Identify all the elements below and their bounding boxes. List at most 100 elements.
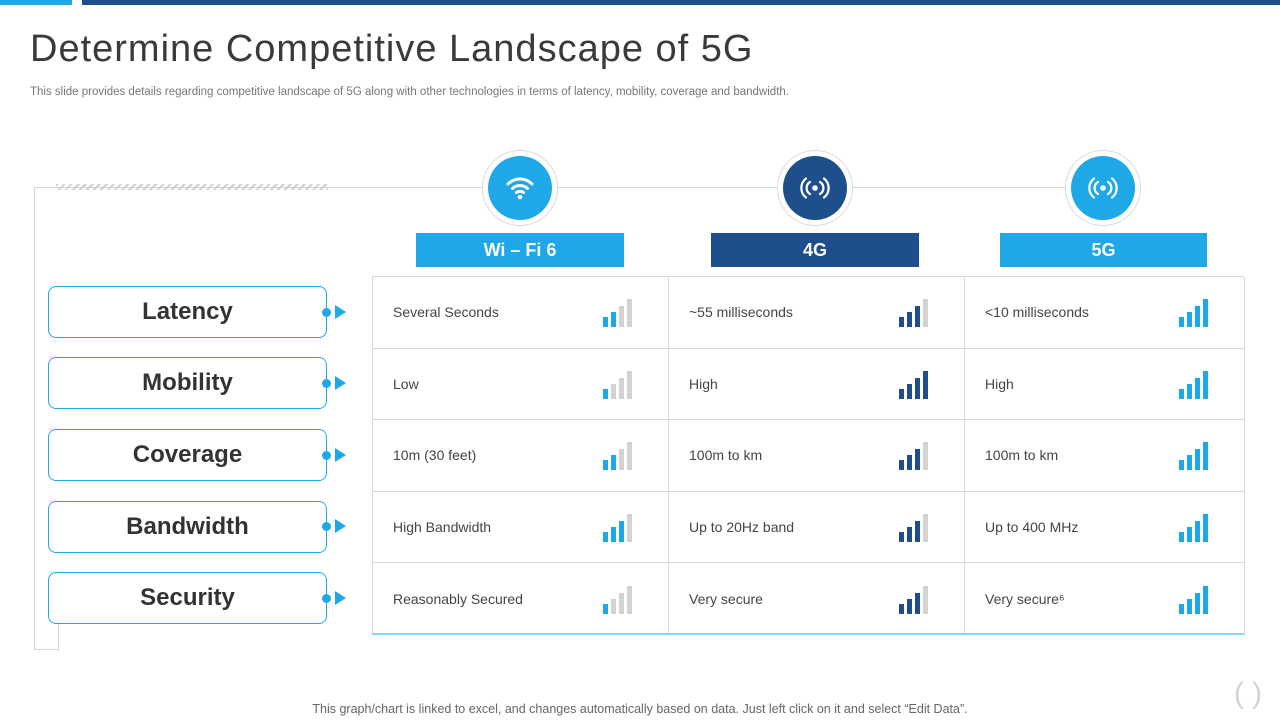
- signal-bar: [923, 442, 928, 471]
- signal-strength-icon: [899, 369, 928, 399]
- cell-text: High: [985, 375, 1014, 392]
- arrow-right-icon: [335, 591, 346, 605]
- signal-bar: [603, 388, 608, 399]
- signal-strength-icon: [899, 440, 928, 471]
- signal-strength-icon: [1179, 584, 1208, 614]
- signal-bar: [915, 377, 920, 399]
- cell-text: Up to 400 MHz: [985, 519, 1079, 536]
- tech-label-5g: 5G: [1000, 233, 1207, 267]
- cell-text: 100m to km: [985, 447, 1059, 464]
- table-cell: 100m to km: [965, 420, 1245, 492]
- signal-bar: [627, 514, 632, 543]
- signal-strength-icon: [1179, 369, 1208, 399]
- cell-text: High Bandwidth: [393, 519, 492, 536]
- signal-bar: [923, 514, 928, 543]
- cell-text: Up to 20Hz band: [689, 519, 795, 536]
- signal-bar: [899, 532, 904, 543]
- page-title: Determine Competitive Landscape of 5G: [30, 28, 754, 70]
- table-cell: Up to 400 MHz: [965, 491, 1245, 564]
- table-cell: ~55 milliseconds: [669, 277, 965, 349]
- signal-bar: [611, 527, 616, 543]
- left-bracket-bottom: [34, 649, 59, 650]
- signal-bar: [627, 442, 632, 471]
- cell-text: High: [689, 375, 718, 392]
- cell-text: Reasonably Secured: [393, 590, 523, 607]
- cell-text: Very secure: [689, 590, 763, 607]
- hatched-accent: [56, 184, 328, 190]
- table-cell: High: [965, 348, 1245, 421]
- signal-bar: [1179, 603, 1184, 614]
- signal-bar: [1187, 598, 1192, 614]
- criteria-latency: Latency: [48, 286, 327, 338]
- connector-dot: [322, 451, 331, 460]
- table-cell: Low: [373, 348, 669, 421]
- table-cell: Very secure⁶: [965, 563, 1245, 635]
- signal-strength-icon: [1179, 512, 1208, 543]
- comparison-table: Several Seconds ~55 milliseconds <10 milli…: [372, 276, 1245, 635]
- signal-bar: [627, 299, 632, 328]
- signal-bar: [907, 455, 912, 471]
- table-cell: <10 milliseconds: [965, 277, 1245, 349]
- signal-bar: [915, 521, 920, 543]
- cell-text: 10m (30 feet): [393, 447, 477, 464]
- signal-bar: [907, 527, 912, 543]
- signal-bar: [619, 521, 624, 543]
- signal-strength-icon: [1179, 440, 1208, 471]
- signal-bar: [611, 455, 616, 471]
- signal-bar: [603, 603, 608, 614]
- signal-bar: [915, 449, 920, 471]
- criteria-coverage: Coverage: [48, 429, 327, 481]
- arrow-right-icon: [335, 305, 346, 319]
- arrow-right-icon: [335, 519, 346, 533]
- left-bracket-top: [34, 187, 1104, 188]
- signal-strength-icon: [1179, 297, 1208, 328]
- signal-bar: [1195, 592, 1200, 614]
- left-bracket-inner: [58, 620, 59, 650]
- signal-bar: [1195, 521, 1200, 543]
- signal-bar: [907, 383, 912, 399]
- broadcast-icon: [1088, 177, 1118, 199]
- cell-text: ~55 milliseconds: [689, 304, 793, 321]
- signal-bar: [1195, 377, 1200, 399]
- signal-bar: [603, 317, 608, 328]
- table-cell: Very secure: [669, 563, 965, 635]
- signal-bar: [1187, 455, 1192, 471]
- connector-dot: [322, 379, 331, 388]
- signal-bar: [1179, 317, 1184, 328]
- criteria-mobility: Mobility: [48, 357, 327, 409]
- signal-bar: [899, 388, 904, 399]
- table-bottom-accent: [372, 633, 1244, 635]
- signal-bar: [923, 370, 928, 399]
- signal-strength-icon: [899, 584, 928, 614]
- signal-bar: [915, 306, 920, 328]
- connector-dot: [322, 522, 331, 531]
- tech-icon-wifi6: [482, 150, 558, 226]
- signal-bar: [611, 598, 616, 614]
- signal-bar: [899, 603, 904, 614]
- cell-text: <10 milliseconds: [985, 304, 1089, 321]
- table-cell: 10m (30 feet): [373, 420, 669, 492]
- criteria-security: Security: [48, 572, 327, 624]
- arrow-right-icon: [335, 376, 346, 390]
- signal-bar: [1203, 585, 1208, 614]
- cell-text: Low: [393, 375, 419, 392]
- signal-bar: [1203, 442, 1208, 471]
- connector-dot: [322, 308, 331, 317]
- signal-bar: [619, 306, 624, 328]
- signal-strength-icon: [603, 369, 632, 399]
- signal-bar: [899, 460, 904, 471]
- top-accent-bar-dark: [82, 0, 1280, 5]
- tech-icon-4g: [777, 150, 853, 226]
- signal-bar: [915, 592, 920, 614]
- top-accent-bar-light: [0, 0, 72, 5]
- left-bracket-vertical: [34, 187, 35, 650]
- signal-strength-icon: [603, 297, 632, 328]
- signal-bar: [603, 532, 608, 543]
- signal-bar: [1179, 388, 1184, 399]
- signal-bar: [619, 592, 624, 614]
- signal-bar: [1179, 460, 1184, 471]
- signal-bar: [1203, 299, 1208, 328]
- signal-bar: [923, 299, 928, 328]
- table-cell: Several Seconds: [373, 277, 669, 349]
- wifi-icon: [506, 177, 534, 200]
